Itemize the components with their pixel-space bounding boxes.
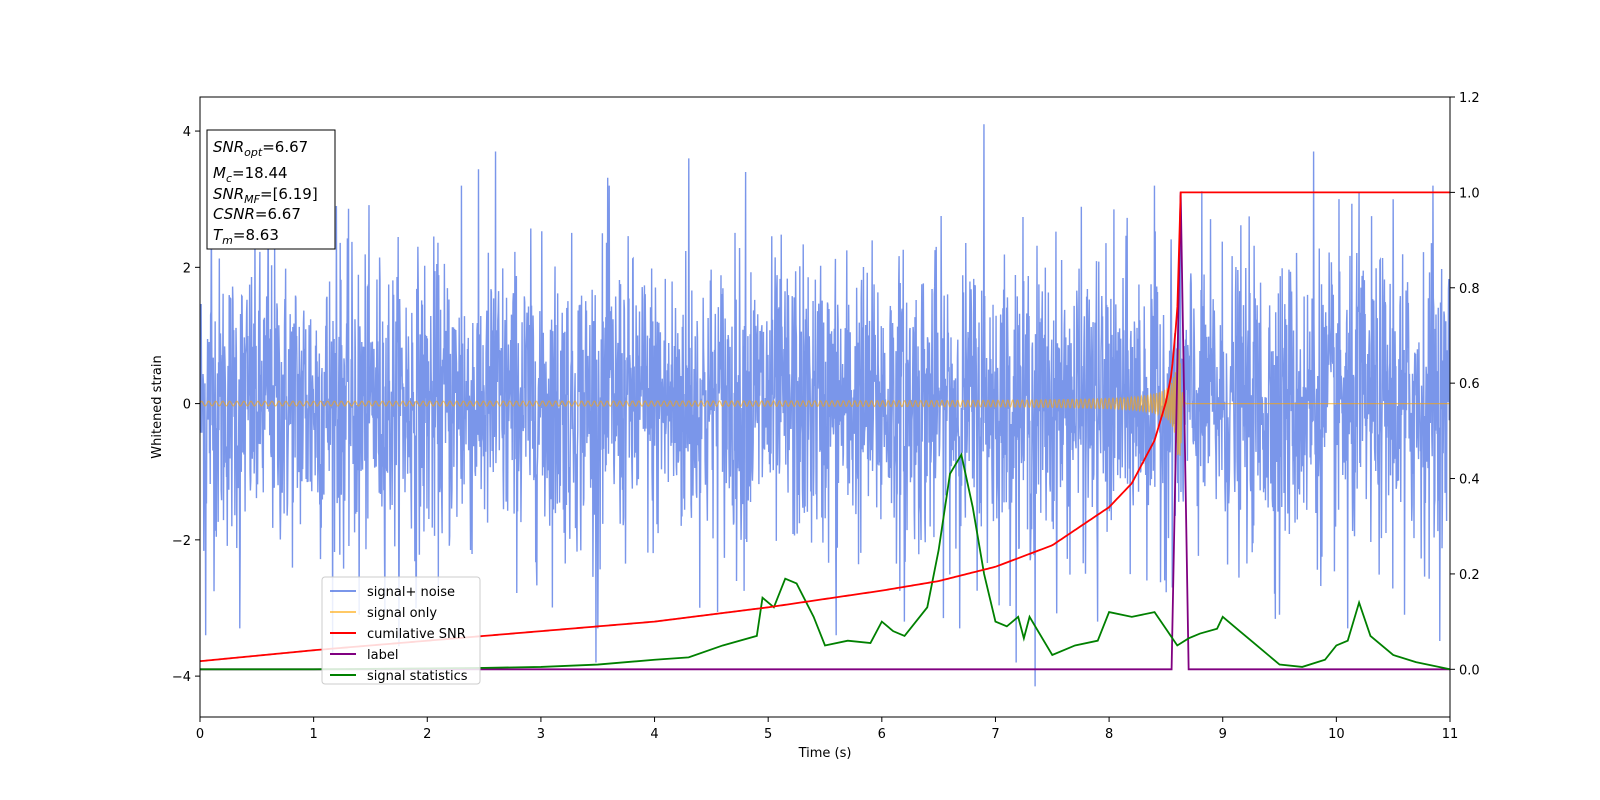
y2-tick-label: 1.2 xyxy=(1459,91,1480,106)
annotation-value: =6.67 xyxy=(262,138,308,156)
annotation-value: =[6.19] xyxy=(260,185,318,203)
annotation-sub: c xyxy=(226,172,232,185)
series-signal-statistics-line xyxy=(200,452,1450,671)
legend-label: signal only xyxy=(367,606,437,621)
annotation-var: SNR xyxy=(213,138,244,156)
x-tick-label: 5 xyxy=(764,727,772,742)
annotation-line: CSNR=6.67 xyxy=(213,205,301,223)
x-tick-label: 3 xyxy=(537,727,545,742)
annotation-sub: opt xyxy=(244,146,263,159)
annotation-lines: SNRopt=6.67Mc=18.44SNRMF=[6.19]CSNR=6.67… xyxy=(213,138,318,247)
y-tick-label: 2 xyxy=(183,261,191,276)
x-tick-label: 6 xyxy=(878,727,886,742)
series-layer xyxy=(200,124,1450,687)
y-tick-label: −2 xyxy=(172,534,191,549)
legend-label: signal+ noise xyxy=(367,585,455,600)
annotation-line: SNRopt=6.67 xyxy=(213,138,308,159)
x-tick-label: 10 xyxy=(1328,727,1345,742)
legend-label: cumilative SNR xyxy=(367,627,466,642)
legend-items: signal+ noise signal only cumilative SNR la… xyxy=(330,585,468,684)
annotation-sub: m xyxy=(222,234,233,247)
legend-frame xyxy=(321,576,481,685)
y2-tick-label: 0.4 xyxy=(1459,473,1480,488)
annotation-sub: MF xyxy=(244,193,260,206)
x-tick-label: 8 xyxy=(1105,727,1113,742)
annotation-var: SNR xyxy=(213,185,244,203)
ticks-layer: 0 1 2 3 4 5 6 7 8 9 10 11 4 2 0 −2 −4 1.2 1.0 0.8 0.6 0.4 0.2 0… xyxy=(172,91,1480,742)
series-signal-noise-line xyxy=(200,124,1450,687)
legend: signal+ noise signal only cumilative SNR la… xyxy=(321,576,481,685)
y-tick-label: −4 xyxy=(172,670,191,685)
annotation-line: SNRMF=[6.19] xyxy=(213,185,318,206)
y2-tick-label: 0.8 xyxy=(1459,282,1480,297)
y-axis-label: Whitened strain xyxy=(150,355,165,458)
annotation-line: Tm=8.63 xyxy=(213,226,279,247)
y2-tick-label: 0.0 xyxy=(1459,663,1480,678)
annotation-line: Mc=18.44 xyxy=(213,164,288,185)
x-tick-label: 9 xyxy=(1219,727,1227,742)
x-axis-label: Time (s) xyxy=(798,746,852,761)
x-tick-label: 4 xyxy=(650,727,658,742)
annotation-box: SNRopt=6.67Mc=18.44SNRMF=[6.19]CSNR=6.67… xyxy=(206,129,336,250)
y2-tick-label: 1.0 xyxy=(1459,186,1480,201)
legend-label: label xyxy=(367,648,398,663)
y-tick-label: 0 xyxy=(183,398,191,413)
x-tick-label: 11 xyxy=(1442,727,1459,742)
annotation-value: =6.67 xyxy=(255,205,301,223)
plot-frame xyxy=(199,96,1451,718)
legend-label: signal statistics xyxy=(367,669,468,684)
x-tick-label: 0 xyxy=(196,727,204,742)
annotation-frame xyxy=(206,129,336,250)
x-tick-label: 1 xyxy=(309,727,317,742)
y2-tick-label: 0.2 xyxy=(1459,568,1480,583)
y-tick-label: 4 xyxy=(183,125,191,140)
annotation-value: =8.63 xyxy=(233,226,279,244)
series-signal-only-line xyxy=(200,349,1450,456)
x-tick-label: 7 xyxy=(991,727,999,742)
annotation-var: CSNR xyxy=(213,205,255,223)
annotation-var: M xyxy=(213,164,226,182)
y2-tick-label: 0.6 xyxy=(1459,377,1480,392)
annotation-value: =18.44 xyxy=(232,164,288,182)
x-tick-label: 2 xyxy=(423,727,431,742)
annotation-var: T xyxy=(213,226,224,244)
